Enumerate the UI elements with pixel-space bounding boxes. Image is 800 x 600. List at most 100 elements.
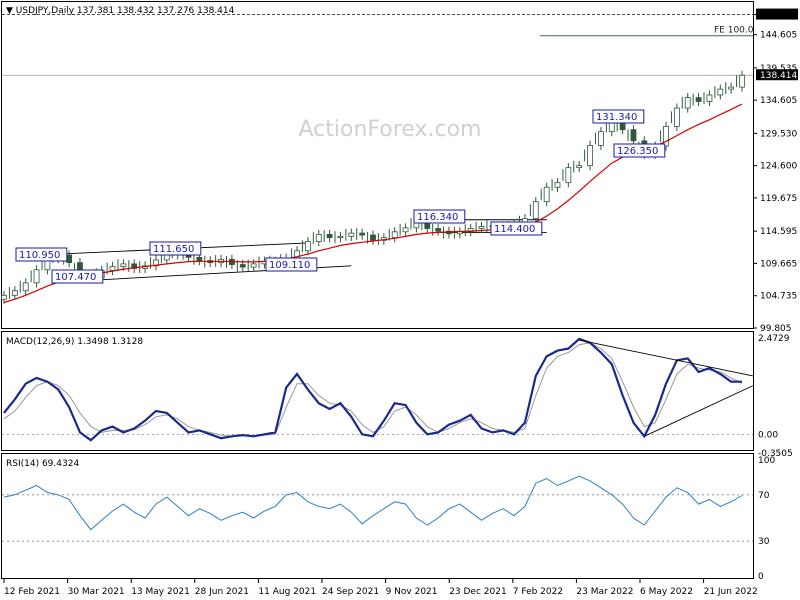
symbol-info: USDJPY,Daily 137.381 138.432 137.276 138… [16,6,235,16]
candle-body [478,226,485,229]
macd-tick-label: 0.00 [758,430,778,440]
time-tick-label: 12 Feb 2021 [4,587,60,597]
price-grid [2,14,753,76]
price-tick-label: 124.600 [760,162,797,172]
candle-body [435,228,442,232]
time-tick-label: 11 Aug 2021 [258,587,316,597]
macd-tick-label: -0.3505 [758,449,793,459]
candle-body [728,86,735,90]
macd-panel [1,331,754,451]
watermark: ActionForex.com [299,117,482,142]
candle-body [315,234,322,243]
candle-body [673,107,680,127]
candlestick-series [1,70,745,304]
rsi-tick-label: 0 [758,572,764,582]
chart-header: ▼ USDJPY,Daily 137.381 138.432 137.276 1… [6,6,235,16]
candle-body [120,263,127,267]
candle-body [554,182,561,188]
rsi-panel [1,453,754,579]
candle-body [250,263,257,268]
annotation-114400: 114.400 [494,224,535,235]
candle-body [587,144,593,167]
rsi-tick-label: 70 [758,491,770,501]
candle-body [1,294,7,300]
price-tick-label: 99.805 [760,324,792,334]
price-tick-label: 109.665 [760,259,797,269]
time-axis: 12 Feb 2021 30 Mar 2021 13 May 2021 28 Jun … [3,579,758,597]
price-tick-label: 139.535 [760,64,797,74]
annotation-109110-box [265,257,318,272]
candle-body [109,266,116,271]
rsi-title: RSI(14) 69.4324 [6,459,79,469]
candle-body [11,290,18,296]
macd-lower-trendline [644,385,754,437]
price-tick-label: 134.605 [760,96,797,106]
candle-body [337,235,344,239]
time-tick-label: 28 Jun 2021 [195,587,249,597]
annotation-109110: 109.110 [269,260,310,271]
price-tick-label: 114.595 [760,227,797,237]
macd-line [3,337,742,442]
rsi-axis: 100 70 30 0 [758,456,775,582]
rsi-tick-label: 100 [758,456,775,466]
candle-body [239,264,246,268]
time-tick-label: 23 Mar 2022 [576,587,633,597]
candle-body [467,228,474,233]
candle-body [532,201,539,220]
candle-body [576,165,583,169]
annotation-116340: 116.340 [417,212,458,223]
time-tick-label: 9 Nov 2021 [386,587,438,597]
time-tick-label: 24 Sep 2021 [322,587,379,597]
price-tick-label: 147.680 [760,11,797,21]
candle-body [304,241,311,252]
time-tick-label: 23 Dec 2021 [449,587,507,597]
macd-title: MACD(12,26,9) 1.3498 1.3128 [6,337,143,347]
candle-body [684,97,691,109]
candle-body [663,125,669,147]
price-tick-label: 119.675 [760,194,797,204]
candle-body [196,256,203,262]
price-annotations: 110.950 111.650 107.470 109.110 116.340 114.4… [15,26,754,284]
macd-signal-line [3,342,743,437]
candle-body [695,97,702,102]
annotation-110950: 110.950 [19,250,60,261]
candle-body [348,232,355,237]
annotation-131340: 131.340 [596,112,637,123]
macd-layer [2,337,754,442]
annotation-126350: 126.350 [617,146,658,157]
price-tick-label: 144.605 [760,31,797,41]
time-tick-label: 6 May 2022 [640,587,693,597]
dropdown-triangle-icon[interactable]: ▼ [6,6,13,16]
annotation-131340-box [592,109,645,124]
candle-body [598,131,604,146]
annotation-114400-box [490,221,543,236]
rsi-layer [2,475,753,542]
moving-average-line [3,103,743,304]
candle-body [359,232,366,236]
time-tick-label: 21 Jun 2022 [704,587,758,597]
candle-body [565,167,572,184]
candle-body [391,231,398,239]
candle-body [739,74,745,88]
current-price-label: 138.414 [760,71,797,81]
annotation-107470-box [51,269,104,284]
candle-body [66,254,73,263]
fe100-label: FE 100.0 [714,26,754,36]
rsi-line [3,475,743,531]
rsi-tick-label: 30 [758,537,770,547]
macd-upper-trendline [579,339,754,377]
candle-body [717,88,724,96]
time-tick-label: 13 May 2021 [131,587,190,597]
price-tick-label: 104.735 [760,292,797,302]
annotation-116340-box [413,209,466,224]
annotation-126350-box [613,143,666,158]
annotation-111650: 111.650 [153,244,194,255]
time-tick-label: 7 Feb 2022 [513,587,563,597]
candle-body [131,263,138,269]
candle-body [153,259,159,267]
top-price-box [756,8,798,20]
macd-tick-label: 2.4729 [758,334,790,344]
current-price-box [756,69,798,81]
annotation-110950-box [15,247,68,262]
